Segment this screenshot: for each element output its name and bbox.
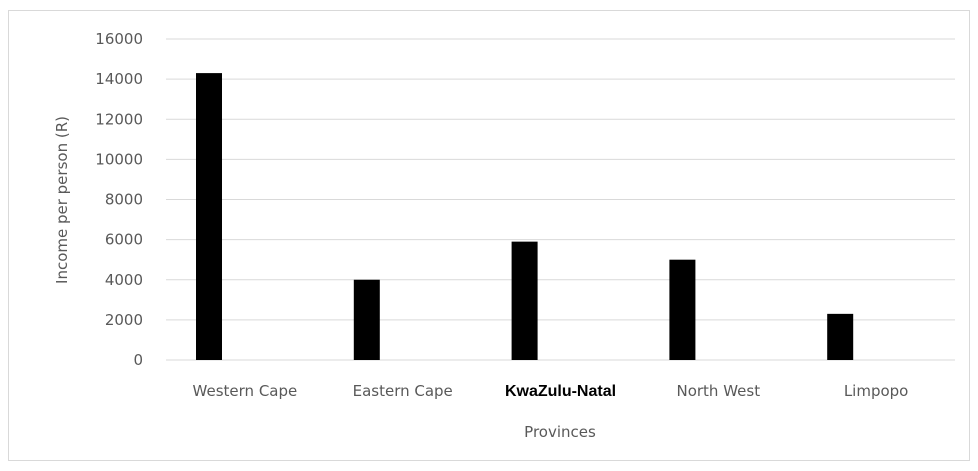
y-tick-label: 6000	[105, 231, 143, 249]
x-tick-label: North West	[676, 382, 760, 400]
y-tick-label: 2000	[105, 311, 143, 329]
y-tick-label: 0	[133, 351, 143, 369]
chart-frame	[8, 10, 970, 461]
x-tick-label: KwaZulu-Natal	[505, 383, 616, 400]
x-tick-label: Limpopo	[844, 382, 909, 400]
x-tick-label: Western Cape	[193, 382, 298, 400]
x-axis-ticks: Western Cape Eastern Cape KwaZulu-Natal Nor…	[193, 382, 909, 400]
y-tick-label: 4000	[105, 271, 143, 289]
bar-kwazulu-natal	[511, 241, 538, 360]
bar-north-west	[669, 259, 696, 360]
y-tick-label: 16000	[95, 30, 143, 48]
x-tick-label: Eastern Cape	[353, 382, 453, 400]
y-tick-label: 8000	[105, 191, 143, 209]
y-axis-ticks: 0 2000 4000 6000 8000 10000 12000 14000 16000	[95, 30, 143, 369]
gridlines	[166, 38, 955, 361]
bar-limpopo	[827, 313, 854, 360]
y-tick-label: 10000	[95, 150, 143, 168]
y-tick-label: 14000	[95, 70, 143, 88]
bars	[196, 73, 854, 360]
x-axis-title: Provinces	[524, 423, 596, 441]
y-axis-title: Income per person (R)	[53, 116, 71, 284]
bar-eastern-cape	[353, 279, 380, 360]
bar-western-cape	[196, 73, 222, 360]
y-tick-label: 12000	[95, 110, 143, 128]
